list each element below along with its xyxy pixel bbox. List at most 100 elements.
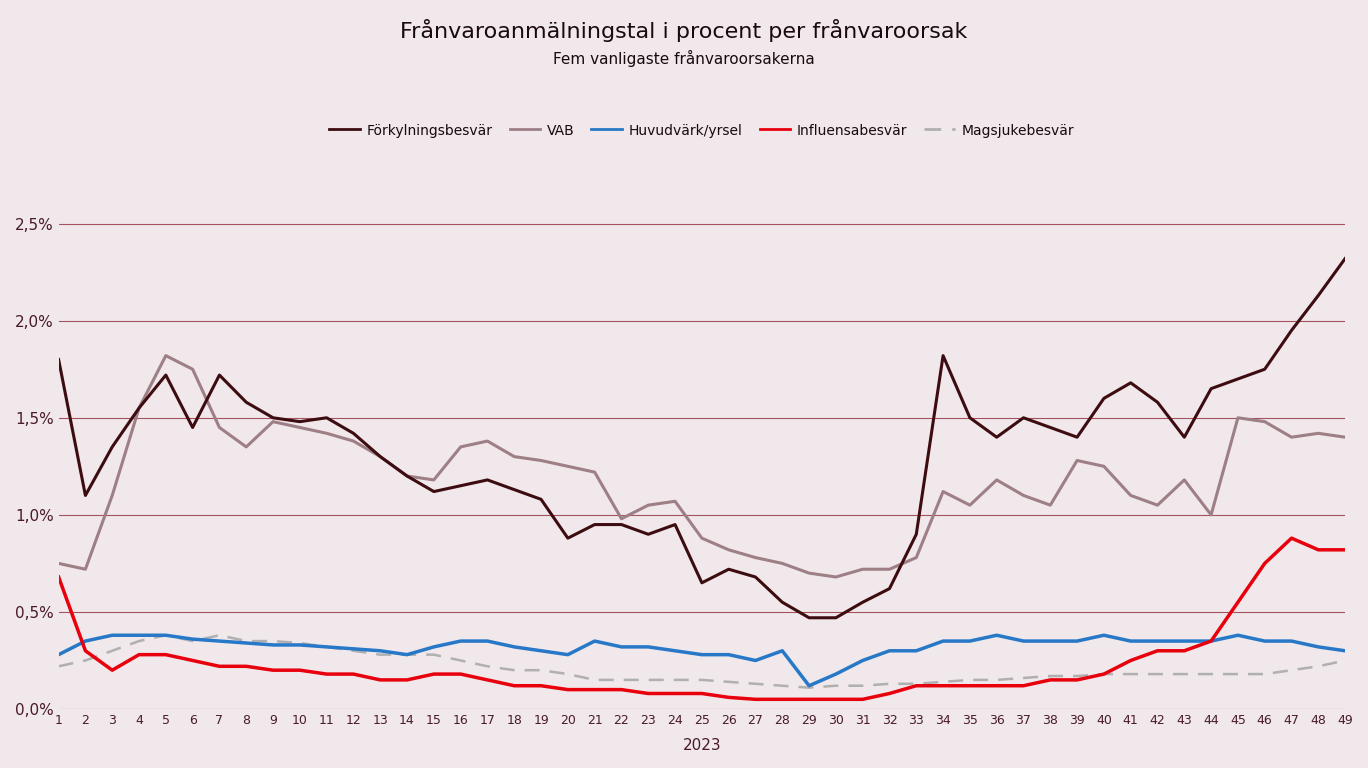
Magsjukebesvär [1123,670,1140,679]
Influensabesvär [372,675,389,684]
Huvudvärk/yrsel [265,641,282,650]
Förkylningsbesvär [345,429,361,438]
VAB [989,475,1005,485]
Influensabesvär [1149,646,1166,655]
VAB [479,436,495,445]
Huvudvärk/yrsel [560,650,576,659]
Huvudvärk/yrsel [506,642,523,651]
Förkylningsbesvär [1149,398,1166,407]
Förkylningsbesvär [291,417,308,426]
Influensabesvär [1068,675,1085,684]
VAB [372,452,389,462]
Influensabesvär [613,685,629,694]
Influensabesvär [157,650,174,659]
Magsjukebesvär [666,675,683,684]
Magsjukebesvär [721,677,737,687]
Magsjukebesvär [908,679,925,688]
VAB [560,462,576,471]
Line: Magsjukebesvär: Magsjukebesvär [59,635,1345,687]
Förkylningsbesvär [265,413,282,422]
VAB [1068,456,1085,465]
VAB [1283,432,1300,442]
Förkylningsbesvär [479,475,495,485]
Text: Frånvaroanmälningstal i procent per frånvaroorsak: Frånvaroanmälningstal i procent per från… [401,19,967,42]
Influensabesvär [747,695,763,704]
Influensabesvär [1283,534,1300,543]
Magsjukebesvär [1230,670,1246,679]
Huvudvärk/yrsel [372,646,389,655]
Magsjukebesvär [560,670,576,679]
Förkylningsbesvär [774,598,791,607]
Huvudvärk/yrsel [51,650,67,659]
Förkylningsbesvär [1176,432,1193,442]
Influensabesvär [1230,598,1246,607]
Förkylningsbesvär [747,572,763,581]
Influensabesvär [291,666,308,675]
Huvudvärk/yrsel [104,631,120,640]
Influensabesvär [51,572,67,581]
Förkylningsbesvär [104,442,120,452]
Huvudvärk/yrsel [1096,631,1112,640]
Influensabesvär [934,681,951,690]
Huvudvärk/yrsel [1149,637,1166,646]
Huvudvärk/yrsel [77,637,93,646]
VAB [1230,413,1246,422]
Huvudvärk/yrsel [694,650,710,659]
Magsjukebesvär [800,683,817,692]
VAB [1257,417,1274,426]
Magsjukebesvär [934,677,951,687]
Förkylningsbesvär [934,351,951,360]
Huvudvärk/yrsel [479,637,495,646]
Förkylningsbesvär [613,520,629,529]
VAB [211,423,227,432]
Förkylningsbesvär [425,487,442,496]
Magsjukebesvär [1283,666,1300,675]
Influensabesvär [828,695,844,704]
Förkylningsbesvär [828,613,844,622]
VAB [453,442,469,452]
Förkylningsbesvär [855,598,871,607]
VAB [131,403,148,412]
Line: VAB: VAB [59,356,1345,577]
Huvudvärk/yrsel [828,670,844,679]
Förkylningsbesvär [1096,394,1112,403]
Huvudvärk/yrsel [1176,637,1193,646]
Huvudvärk/yrsel [640,642,657,651]
Magsjukebesvär [319,642,335,651]
Huvudvärk/yrsel [238,638,254,647]
Influensabesvär [881,689,897,698]
Huvudvärk/yrsel [1015,637,1031,646]
Magsjukebesvär [989,675,1005,684]
Magsjukebesvär [211,631,227,640]
Magsjukebesvär [1015,674,1031,683]
Förkylningsbesvär [534,495,550,504]
Förkylningsbesvär [1257,365,1274,374]
Förkylningsbesvär [131,403,148,412]
VAB [534,456,550,465]
Förkylningsbesvär [1283,326,1300,335]
Influensabesvär [1176,646,1193,655]
Influensabesvär [265,666,282,675]
Magsjukebesvär [1257,670,1274,679]
Influensabesvär [1096,670,1112,679]
Influensabesvär [1257,559,1274,568]
X-axis label: 2023: 2023 [683,738,721,753]
Influensabesvär [560,685,576,694]
Magsjukebesvär [425,650,442,659]
Förkylningsbesvär [962,413,978,422]
Influensabesvär [666,689,683,698]
Magsjukebesvär [104,646,120,655]
Influensabesvär [453,670,469,679]
Magsjukebesvär [238,637,254,646]
VAB [238,442,254,452]
VAB [157,351,174,360]
Huvudvärk/yrsel [185,634,201,644]
Magsjukebesvär [51,662,67,671]
Magsjukebesvär [587,675,603,684]
Line: Influensabesvär: Influensabesvär [59,538,1345,700]
Influensabesvär [1202,637,1219,646]
Förkylningsbesvär [989,432,1005,442]
Magsjukebesvär [881,679,897,688]
VAB [506,452,523,462]
Magsjukebesvär [1042,671,1059,680]
